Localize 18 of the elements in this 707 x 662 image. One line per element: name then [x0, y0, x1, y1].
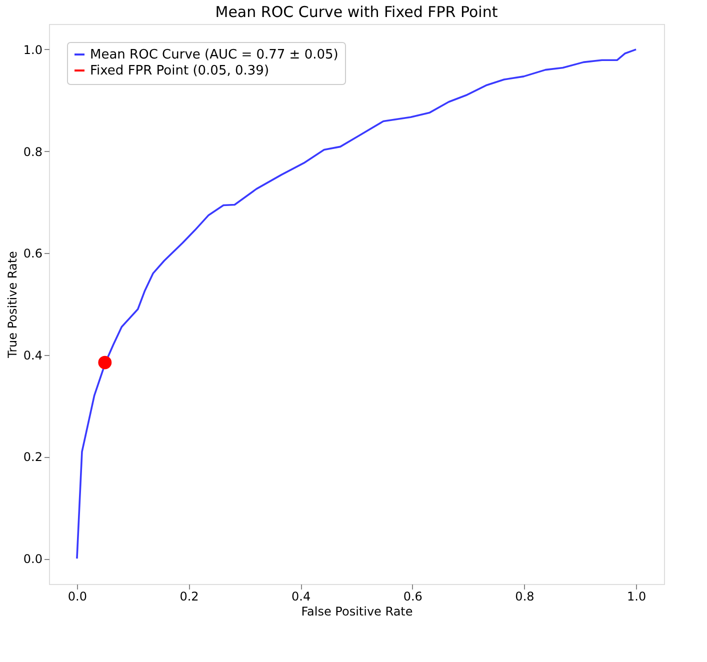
y-tick-label: 0.2 — [23, 450, 42, 464]
y-axis-title: True Positive Rate — [5, 251, 20, 359]
x-tick-label: 0.0 — [68, 590, 87, 604]
x-tick-label: 1.0 — [627, 590, 646, 604]
x-tick-label: 0.2 — [180, 590, 199, 604]
chart-title: Mean ROC Curve with Fixed FPR Point — [215, 3, 498, 21]
x-tick-label: 0.4 — [292, 590, 311, 604]
line-series — [76, 48, 637, 560]
legend-label: Fixed FPR Point (0.05, 0.39) — [90, 64, 270, 78]
x-axis-title: False Positive Rate — [301, 604, 413, 618]
y-tick-label: 0.8 — [23, 144, 42, 159]
y-tick-label: 0.6 — [23, 246, 42, 261]
legend-label: Mean ROC Curve (AUC = 0.77 ± 0.05) — [90, 48, 338, 62]
y-tick-label: 0.4 — [23, 348, 42, 362]
y-tick-label: 0.0 — [23, 552, 42, 566]
x-tick-label: 0.6 — [403, 590, 422, 604]
x-tick-label: 0.8 — [515, 590, 534, 604]
y-tick-label: 1.0 — [23, 42, 42, 57]
